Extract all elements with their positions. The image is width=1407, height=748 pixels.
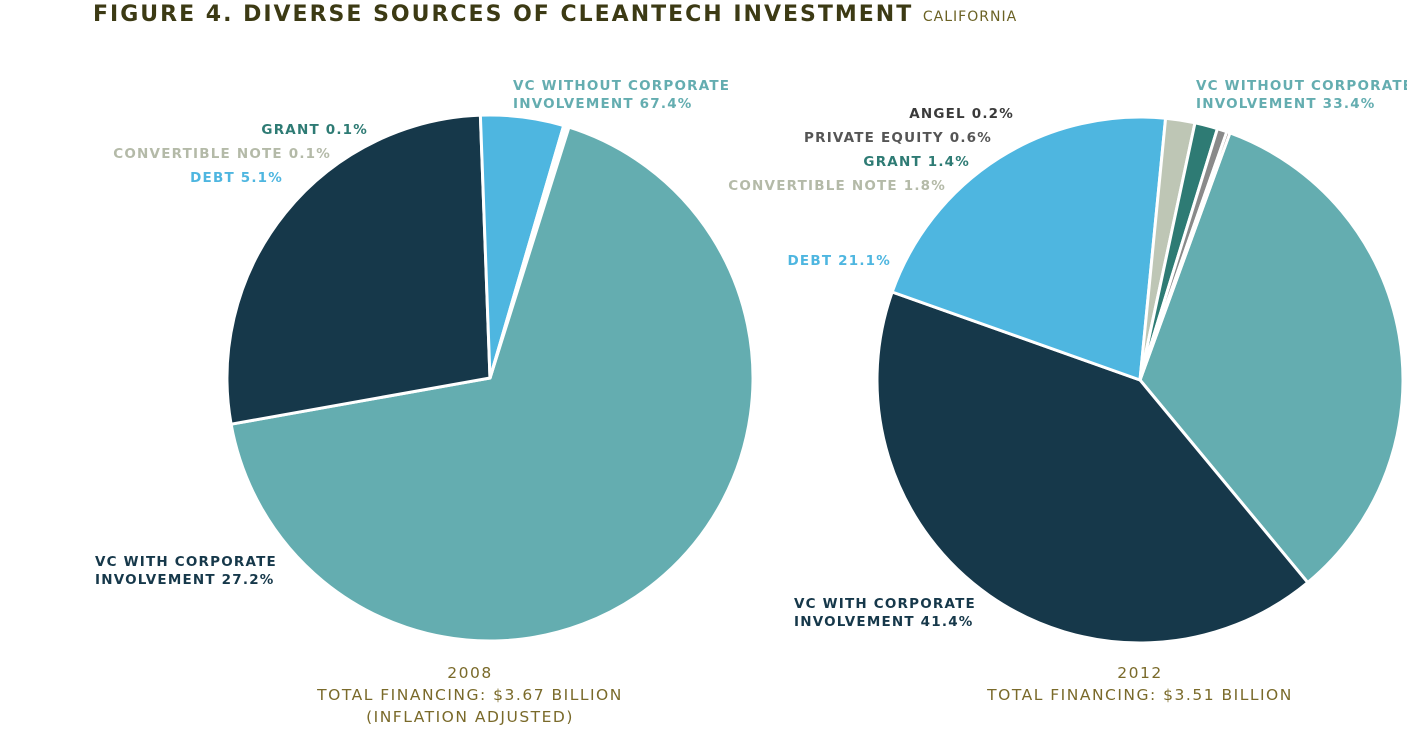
slice-label-line: CONVERTIBLE NOTE 1.8% xyxy=(728,178,946,194)
slice-label-line: ANGEL 0.2% xyxy=(909,106,1014,122)
pie-slice-vc-without xyxy=(1138,131,1405,585)
slice-label-line: GRANT 0.1% xyxy=(261,122,368,138)
pie-slice-grant xyxy=(488,124,571,380)
chart-footer-year: 2008 xyxy=(447,664,492,682)
slice-label-convertible-note: CONVERTIBLE NOTE 0.1% xyxy=(113,146,331,162)
chart-footer-total: TOTAL FINANCING: $3.51 BILLION xyxy=(986,686,1293,704)
pie-chart-2012: VC WITHOUT CORPORATE INVOLVEMENT 33.4%VC … xyxy=(728,78,1407,704)
slice-label-debt: DEBT 5.1% xyxy=(190,170,283,186)
slice-label-grant: GRANT 0.1% xyxy=(261,122,368,138)
chart-footer-note: (INFLATION ADJUSTED) xyxy=(366,708,574,726)
pie-slice-debt xyxy=(890,115,1168,382)
slice-label-line: DEBT 21.1% xyxy=(788,253,891,269)
slice-label-line: VC WITHOUT CORPORATE xyxy=(513,78,730,94)
slice-label-debt: DEBT 21.1% xyxy=(788,253,891,269)
slice-label-convertible-note: CONVERTIBLE NOTE 1.8% xyxy=(728,178,946,194)
slice-label-vc-with: VC WITH CORPORATE INVOLVEMENT 27.2% xyxy=(95,554,277,588)
slice-label-line: VC WITH CORPORATE xyxy=(794,596,976,612)
figure-title-text: FIGURE 4. DIVERSE SOURCES OF CLEANTECH I… xyxy=(93,2,914,27)
chart-footer-year: 2012 xyxy=(1117,664,1162,682)
slice-label-grant: GRANT 1.4% xyxy=(863,154,970,170)
pie-slice-vc-with xyxy=(225,113,492,426)
figure-subtitle: CALIFORNIA xyxy=(922,9,1018,25)
figure-title: FIGURE 4. DIVERSE SOURCES OF CLEANTECH I… xyxy=(93,2,1017,27)
slice-label-private-equity: PRIVATE EQUITY 0.6% xyxy=(804,130,992,146)
slice-label-line: DEBT 5.1% xyxy=(190,170,283,186)
slice-label-line: VC WITH CORPORATE xyxy=(95,554,277,570)
pie-slice-vc-with xyxy=(875,290,1310,645)
slice-label-line: GRANT 1.4% xyxy=(863,154,970,170)
chart-footer-total: TOTAL FINANCING: $3.67 BILLION xyxy=(316,686,623,704)
slice-label-line: INVOLVEMENT 33.4% xyxy=(1196,96,1376,112)
slice-label-line: VC WITHOUT CORPORATE xyxy=(1196,78,1407,94)
pie-slice-angel xyxy=(1138,130,1232,382)
slice-label-vc-without: VC WITHOUT CORPORATE INVOLVEMENT 33.4% xyxy=(1196,78,1407,112)
slice-label-line: INVOLVEMENT 41.4% xyxy=(794,614,974,630)
slice-label-vc-with: VC WITH CORPORATE INVOLVEMENT 41.4% xyxy=(794,596,976,630)
slice-label-line: INVOLVEMENT 27.2% xyxy=(95,572,275,588)
pie-chart-2008: VC WITHOUT CORPORATE INVOLVEMENT 67.4%VC … xyxy=(95,78,755,726)
slice-label-line: CONVERTIBLE NOTE 0.1% xyxy=(113,146,331,162)
slice-label-line: INVOLVEMENT 67.4% xyxy=(513,96,693,112)
pie-slice-vc-without xyxy=(229,124,755,643)
slice-label-vc-without: VC WITHOUT CORPORATE INVOLVEMENT 67.4% xyxy=(513,78,730,112)
slice-label-angel: ANGEL 0.2% xyxy=(909,106,1014,122)
slice-label-line: PRIVATE EQUITY 0.6% xyxy=(804,130,992,146)
